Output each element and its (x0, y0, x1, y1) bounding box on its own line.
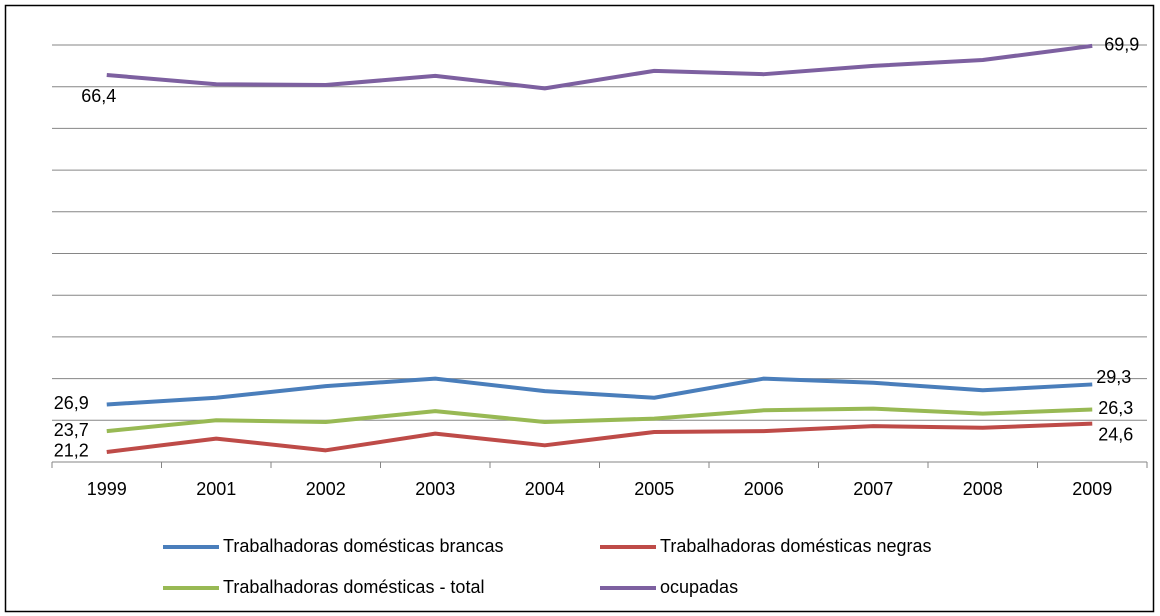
data-label: 23,7 (54, 420, 89, 440)
legend-label: Trabalhadoras domésticas negras (660, 536, 931, 556)
x-tick-label: 2005 (634, 479, 674, 499)
series-line (106, 43, 1093, 91)
data-label: 26,9 (54, 393, 89, 413)
x-tick-label: 2008 (963, 479, 1003, 499)
data-label: 24,6 (1098, 424, 1133, 444)
legend-label: ocupadas (660, 577, 738, 597)
x-tick-label: 2003 (415, 479, 455, 499)
data-label: 69,9 (1104, 35, 1139, 55)
series-line (106, 376, 1093, 407)
x-tick-label: 2006 (744, 479, 784, 499)
data-label: 21,2 (54, 441, 89, 461)
data-label: 26,3 (1098, 398, 1133, 418)
series-line (106, 421, 1093, 454)
x-tick-label: 2001 (196, 479, 236, 499)
data-label: 66,4 (81, 86, 116, 106)
series-line (106, 406, 1093, 434)
legend-label: Trabalhadoras domésticas - total (223, 577, 484, 597)
x-tick-label: 2007 (853, 479, 893, 499)
data-label: 29,3 (1096, 367, 1131, 387)
x-tick-label: 2004 (525, 479, 565, 499)
chart-frame (4, 4, 1155, 613)
x-tick-label: 1999 (87, 479, 127, 499)
x-tick-label: 2002 (306, 479, 346, 499)
x-tick-label: 2009 (1072, 479, 1112, 499)
legend-label: Trabalhadoras domésticas brancas (223, 536, 503, 556)
